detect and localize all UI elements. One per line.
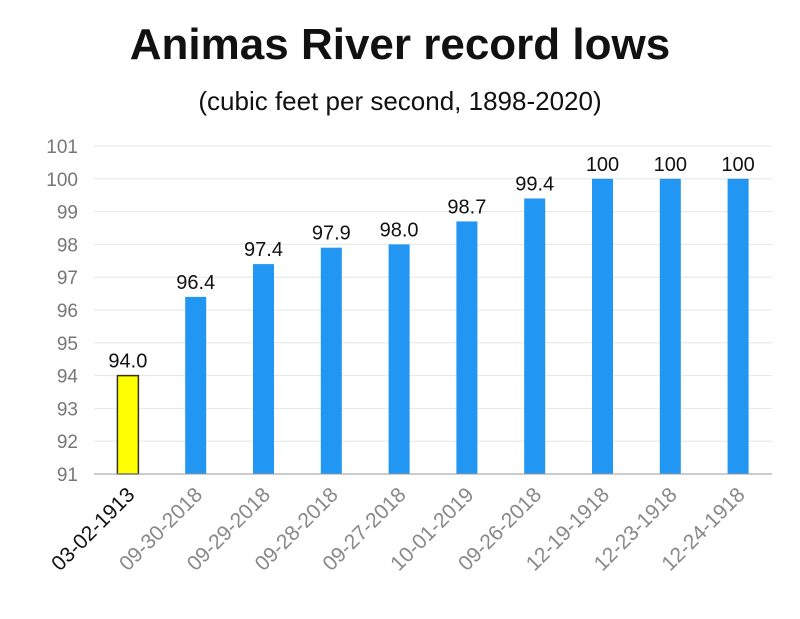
y-tick-label: 93 — [57, 399, 78, 420]
y-tick-label: 91 — [57, 465, 78, 486]
bar — [253, 264, 274, 474]
y-tick-label: 97 — [57, 268, 78, 289]
chart-title: Animas River record lows — [129, 20, 671, 69]
y-tick-label: 99 — [57, 203, 78, 224]
data-label: 98.0 — [380, 219, 419, 241]
data-label: 99.4 — [515, 173, 554, 195]
y-tick-label: 100 — [46, 170, 78, 191]
bar — [388, 244, 410, 474]
bar — [185, 296, 207, 474]
bar — [320, 247, 342, 474]
y-tick-label: 92 — [57, 432, 78, 453]
y-tick-label: 98 — [57, 235, 78, 256]
bar — [659, 178, 681, 475]
bar — [456, 221, 478, 474]
chart-subtitle: (cubic feet per second, 1898-2020) — [198, 86, 602, 116]
y-tick-label: 94 — [57, 367, 79, 388]
data-label: 96.4 — [176, 272, 215, 294]
bar — [727, 178, 749, 475]
data-label: 100 — [586, 154, 619, 176]
y-tick-label: 95 — [57, 334, 78, 355]
data-label: 97.9 — [312, 223, 351, 245]
data-label: 97.4 — [244, 239, 283, 261]
bar — [116, 374, 140, 475]
y-tick-label: 96 — [57, 301, 78, 322]
bar — [524, 198, 546, 475]
bar — [592, 178, 613, 475]
y-tick-label: 101 — [46, 137, 78, 158]
data-label: 100 — [721, 154, 754, 176]
data-label: 98.7 — [447, 196, 486, 218]
data-label: 100 — [654, 154, 687, 176]
data-label: 94.0 — [108, 351, 147, 373]
